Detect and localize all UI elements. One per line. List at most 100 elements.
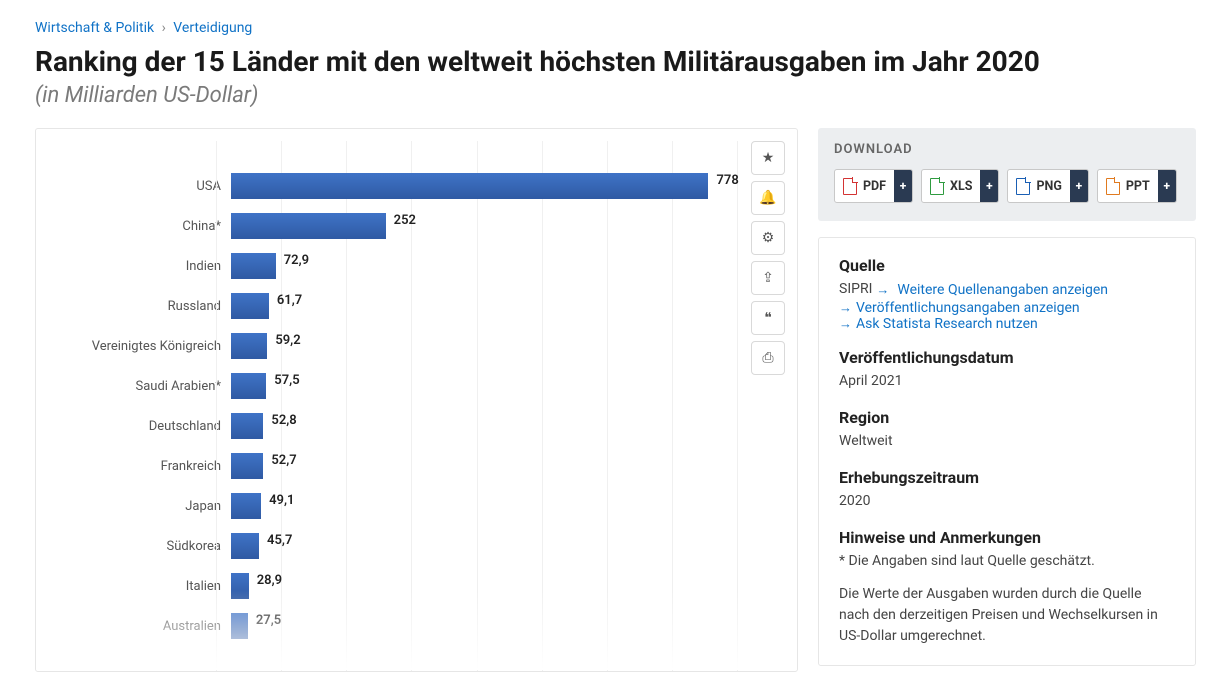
info-source-heading: Quelle (839, 256, 1175, 275)
bar-fill[interactable]: 28,9 (231, 573, 249, 599)
bar-label: Saudi Arabien* (51, 379, 231, 394)
notify-button[interactable]: 🔔 (751, 181, 785, 215)
bar-fill[interactable]: 49,1 (231, 493, 261, 519)
bar-track: 61,7 (231, 286, 722, 326)
bar-fill[interactable]: 252 (231, 213, 386, 239)
bar-value: 72,9 (284, 253, 309, 268)
download-pdf-button[interactable]: PDF + (834, 169, 913, 203)
png-file-icon (1016, 178, 1030, 195)
download-plus[interactable]: + (1070, 170, 1088, 202)
chart-toolbar: ★ 🔔 ⚙ ⇪ ❝ ⎙ (751, 141, 785, 375)
bar-value: 59,2 (275, 333, 300, 348)
bar-value: 27,5 (256, 613, 281, 628)
bar-row: Saudi Arabien*57,5 (51, 366, 722, 406)
bar-label: China* (51, 219, 231, 234)
download-buttons: PDF+XLS+PNG+PPT+ (834, 169, 1180, 203)
bar-fill[interactable]: 59,2 (231, 333, 267, 359)
arrow-icon: → (839, 301, 852, 316)
bar-fill[interactable]: 72,9 (231, 253, 276, 279)
chart-panel: ★🔔⚙⇪❝⎙ USA778China*252Indien72,9Russland… (35, 128, 798, 672)
bar-track: 28,9 (231, 566, 722, 606)
favorite-button[interactable]: ★ (751, 141, 785, 175)
bar-fill[interactable]: 45,7 (231, 533, 259, 559)
bar-track: 72,9 (231, 246, 722, 286)
download-xls-button[interactable]: XLS+ (921, 169, 999, 203)
breadcrumb-link-2[interactable]: Verteidigung (173, 20, 252, 36)
info-notes: Hinweise und Anmerkungen * Die Angaben s… (839, 528, 1175, 647)
info-region-heading: Region (839, 408, 1175, 427)
bar-row: Südkorea45,7 (51, 526, 722, 566)
bar-row: Russland61,7 (51, 286, 722, 326)
xls-file-icon (930, 178, 944, 195)
bar-track: 59,2 (231, 326, 722, 366)
bar-label: Vereinigtes Königreich (51, 339, 231, 354)
info-pubdate-value: April 2021 (839, 371, 1175, 392)
bar-track: 52,8 (231, 406, 722, 446)
bar-fill[interactable]: 52,7 (231, 453, 263, 479)
info-region-value: Weltweit (839, 431, 1175, 452)
bar-label: Australien (51, 619, 231, 634)
page-subtitle: (in Milliarden US-Dollar) (35, 83, 1196, 108)
bar-track: 45,7 (231, 526, 722, 566)
download-plus[interactable]: + (1158, 170, 1176, 202)
bar-fill[interactable]: 778 (231, 173, 708, 199)
bar-row: China*252 (51, 206, 722, 246)
download-heading: DOWNLOAD (834, 142, 1180, 157)
bar-value: 45,7 (267, 533, 292, 548)
bar-row: Indien72,9 (51, 246, 722, 286)
bar-label: Italien (51, 579, 231, 594)
breadcrumb-link-1[interactable]: Wirtschaft & Politik (35, 20, 154, 36)
download-plus[interactable]: + (894, 170, 912, 202)
bar-row: Frankreich52,7 (51, 446, 722, 486)
bar-row: Japan49,1 (51, 486, 722, 526)
bar-chart: USA778China*252Indien72,9Russland61,7Ver… (51, 154, 782, 646)
download-png-button[interactable]: PNG + (1007, 169, 1088, 203)
bar-value: 52,8 (271, 413, 296, 428)
info-region: Region Weltweit (839, 408, 1175, 452)
sidebar: DOWNLOAD PDF+XLS+PNG+PPT+ Quelle SIPRI →… (818, 128, 1196, 666)
download-plus[interactable]: + (980, 170, 998, 202)
bar-row: Vereinigtes Königreich59,2 (51, 326, 722, 366)
bar-fill[interactable]: 57,5 (231, 373, 266, 399)
bar-value: 49,1 (269, 493, 294, 508)
bar-track: 252 (231, 206, 722, 246)
download-label: PDF (863, 179, 886, 194)
info-period-value: 2020 (839, 491, 1175, 512)
print-button[interactable]: ⎙ (751, 341, 785, 375)
page-title: Ranking der 15 Länder mit den weltweit h… (35, 44, 1196, 79)
bar-value: 61,7 (277, 293, 302, 308)
share-button[interactable]: ⇪ (751, 261, 785, 295)
bar-label: Deutschland (51, 419, 231, 434)
bar-row: Australien27,5 (51, 606, 722, 646)
bar-row: Deutschland52,8 (51, 406, 722, 446)
bar-fill[interactable]: 52,8 (231, 413, 263, 439)
info-pubdate: Veröffentlichungsdatum April 2021 (839, 348, 1175, 392)
cite-button[interactable]: ❝ (751, 301, 785, 335)
info-notes-line2: Die Werte der Ausgaben wurden durch die … (839, 584, 1175, 647)
bar-track: 57,5 (231, 366, 722, 406)
bar-value: 28,9 (257, 573, 282, 588)
source-link-3[interactable]: Ask Statista Research nutzen (856, 316, 1038, 332)
arrow-icon: → (839, 317, 852, 332)
breadcrumb: Wirtschaft & Politik › Verteidigung (35, 20, 1196, 36)
bar-track: 49,1 (231, 486, 722, 526)
source-link-1[interactable]: Weitere Quellenangaben anzeigen (897, 282, 1108, 298)
info-panel: Quelle SIPRI → Weitere Quellenangaben an… (818, 237, 1196, 666)
source-name: SIPRI (839, 279, 872, 300)
bar-fill[interactable]: 61,7 (231, 293, 269, 319)
bar-value: 252 (394, 213, 416, 228)
bar-label: Indien (51, 259, 231, 274)
bar-label: Japan (51, 499, 231, 514)
bar-value: 57,5 (274, 373, 299, 388)
settings-button[interactable]: ⚙ (751, 221, 785, 255)
info-source: Quelle SIPRI → Weitere Quellenangaben an… (839, 256, 1175, 332)
info-period-heading: Erhebungszeitraum (839, 468, 1175, 487)
source-link-2[interactable]: Veröffentlichungsangaben anzeigen (856, 300, 1080, 316)
download-ppt-button[interactable]: PPT+ (1097, 169, 1177, 203)
bar-track: 778 (231, 166, 722, 206)
pdf-file-icon (843, 178, 857, 195)
bar-fill[interactable]: 27,5 (231, 613, 248, 639)
info-notes-heading: Hinweise und Anmerkungen (839, 528, 1175, 547)
download-label: PNG (1036, 179, 1061, 194)
bar-row: USA778 (51, 166, 722, 206)
